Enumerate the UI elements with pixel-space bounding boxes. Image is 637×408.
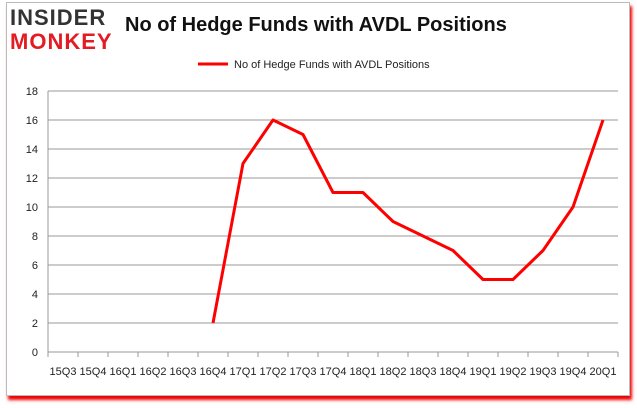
x-tick-label: 19Q2 — [500, 366, 527, 378]
series-line — [211, 118, 605, 324]
insider-monkey-logo: INSIDER MONKEY — [10, 6, 120, 54]
x-tick-label: 16Q1 — [110, 366, 137, 378]
y-tick-label: 14 — [26, 144, 38, 156]
x-tick-label: 18Q2 — [380, 366, 407, 378]
chart-title: No of Hedge Funds with AVDL Positions — [125, 14, 507, 36]
y-tick-label: 10 — [26, 202, 38, 214]
legend-label: No of Hedge Funds with AVDL Positions — [234, 59, 430, 71]
x-tick-label: 15Q3 — [50, 366, 77, 378]
x-tick-label: 19Q3 — [530, 366, 557, 378]
chart-frame — [6, 2, 630, 396]
x-tick-label: 20Q1 — [590, 366, 617, 378]
logo-line1: INSIDER — [10, 5, 107, 30]
x-tick-label: 17Q2 — [260, 366, 287, 378]
y-tick-label: 6 — [32, 260, 38, 272]
x-tick-label: 19Q4 — [560, 366, 587, 378]
y-tick-label: 12 — [26, 173, 38, 185]
x-tick-label: 18Q3 — [410, 366, 437, 378]
x-tick-label: 18Q4 — [440, 366, 467, 378]
x-tick-label: 15Q4 — [80, 366, 107, 378]
x-tick-label: 16Q4 — [200, 366, 227, 378]
y-tick-label: 16 — [26, 115, 38, 127]
x-tick-label: 17Q1 — [230, 366, 257, 378]
y-tick-label: 18 — [26, 86, 38, 98]
x-tick-label: 16Q2 — [140, 366, 167, 378]
x-tick-label: 16Q3 — [170, 366, 197, 378]
x-tick-label: 19Q1 — [470, 366, 497, 378]
x-tick-label: 18Q1 — [350, 366, 377, 378]
x-tick-label: 17Q4 — [320, 366, 347, 378]
y-tick-label: 8 — [32, 231, 38, 243]
y-tick-label: 2 — [32, 318, 38, 330]
y-tick-label: 0 — [32, 347, 38, 359]
x-tick-label: 17Q3 — [290, 366, 317, 378]
y-tick-label: 4 — [32, 289, 38, 301]
logo-line2: MONKEY — [10, 29, 113, 54]
